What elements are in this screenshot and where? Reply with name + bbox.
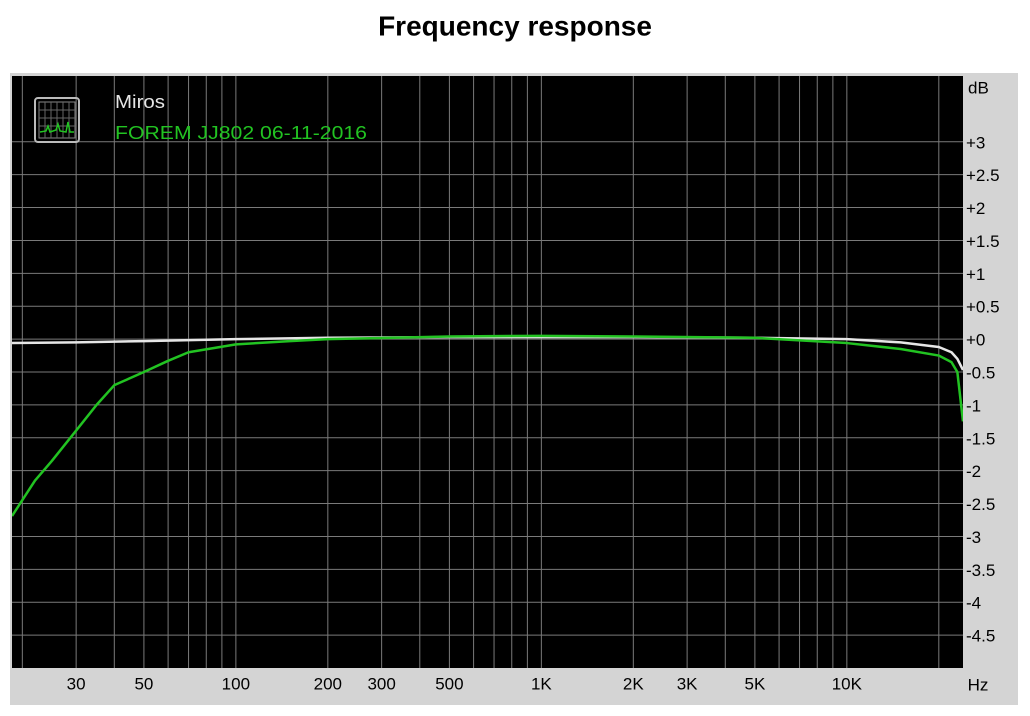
y-tick-label: +0	[966, 331, 985, 350]
y-tick-label: -2	[966, 462, 981, 481]
legend-icon	[34, 97, 80, 143]
y-tick-label: +1	[966, 265, 985, 284]
y-tick-label: +2	[966, 199, 985, 218]
x-tick-label: 2K	[623, 674, 644, 693]
y-axis-label: dB	[968, 78, 989, 97]
y-tick-label: -0.5	[966, 363, 995, 382]
chart-title: Frequency response	[378, 10, 652, 41]
x-tick-label: 500	[435, 674, 463, 693]
y-tick-label: +2.5	[966, 166, 1000, 185]
x-tick-label: 10K	[832, 674, 863, 693]
x-tick-label: 5K	[744, 674, 765, 693]
y-tick-label: +3	[966, 133, 985, 152]
y-tick-label: -4	[966, 594, 981, 613]
y-tick-label: -4.5	[966, 627, 995, 646]
x-tick-label: 30	[67, 674, 86, 693]
x-tick-label: 1K	[531, 674, 552, 693]
y-tick-label: +0.5	[966, 298, 1000, 317]
y-tick-label: +1.5	[966, 232, 1000, 251]
y-tick-label: -3	[966, 528, 981, 547]
series-line	[12, 334, 963, 517]
x-tick-label: 200	[314, 674, 342, 693]
x-axis-label: Hz	[968, 675, 989, 694]
x-tick-label: 100	[222, 674, 250, 693]
legend-label: FOREM JJ802 06-11-2016	[115, 123, 367, 143]
y-tick-label: -1	[966, 396, 981, 415]
y-tick-label: -2.5	[966, 495, 995, 514]
y-tick-label: -1.5	[966, 429, 995, 448]
legend-label: Miros	[115, 92, 165, 112]
x-tick-label: 300	[367, 674, 395, 693]
y-tick-label: -3.5	[966, 561, 995, 580]
x-tick-label: 50	[134, 674, 153, 693]
x-tick-label: 3K	[677, 674, 698, 693]
